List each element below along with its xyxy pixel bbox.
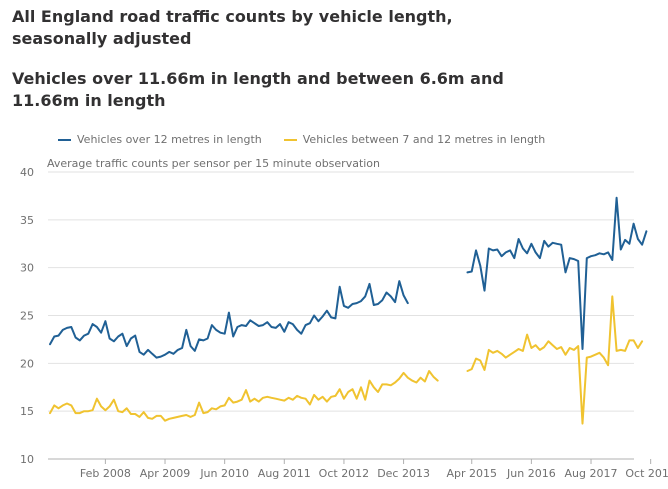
x-tick-label: Oct 2018 <box>625 467 668 480</box>
x-tick-label: Apr 2009 <box>140 467 191 480</box>
series-2-line-segment-2[interactable] <box>466 295 644 425</box>
series-1-line-segment-1[interactable] <box>49 280 409 359</box>
x-tick-label: Jun 2010 <box>199 467 249 480</box>
x-tick-label: Apr 2015 <box>446 467 497 480</box>
series-1-line-segment-2[interactable] <box>466 196 648 350</box>
x-tick-label: Jun 2016 <box>506 467 556 480</box>
y-tick-label: 15 <box>20 405 34 418</box>
x-tick-label: Oct 2012 <box>319 467 370 480</box>
y-tick-label: 40 <box>20 166 34 179</box>
legend-item-over-12m[interactable]: Vehicles over 12 metres in length <box>58 133 262 146</box>
legend-item-7-to-12m[interactable]: Vehicles between 7 and 12 metres in leng… <box>283 133 546 146</box>
y-axis-ticks: 10 15 20 25 30 35 40 <box>20 166 34 466</box>
x-tick-label: Aug 2011 <box>258 467 311 480</box>
chart-subtitle: Vehicles over 11.66m in length and betwe… <box>12 69 504 110</box>
x-axis-ticks: Feb 2008 Apr 2009 Jun 2010 Aug 2011 Oct 2012… <box>80 459 668 480</box>
x-tick-label: Dec 2013 <box>377 467 430 480</box>
legend-swatch-7-to-12m <box>283 138 297 141</box>
y-tick-label: 20 <box>20 357 34 370</box>
y-axis-label: Average traffic counts per sensor per 15… <box>47 157 380 170</box>
y-tick-label: 35 <box>20 214 34 227</box>
legend-swatch-over-12m <box>58 138 71 141</box>
x-tick-label: Aug 2017 <box>565 467 618 480</box>
x-tick-label: Feb 2008 <box>80 467 131 480</box>
y-tick-label: 10 <box>20 453 34 466</box>
chart-title: All England road traffic counts by vehic… <box>12 7 453 48</box>
gridlines <box>48 171 634 460</box>
series-lines <box>49 196 648 425</box>
chart-legend: Vehicles over 12 metres in length Vehicl… <box>58 133 567 146</box>
legend-label-over-12m: Vehicles over 12 metres in length <box>77 133 262 146</box>
series-2-line-segment-1[interactable] <box>49 370 439 422</box>
y-tick-label: 25 <box>20 310 34 323</box>
y-tick-label: 30 <box>20 262 34 275</box>
legend-label-7-to-12m: Vehicles between 7 and 12 metres in leng… <box>302 133 546 146</box>
